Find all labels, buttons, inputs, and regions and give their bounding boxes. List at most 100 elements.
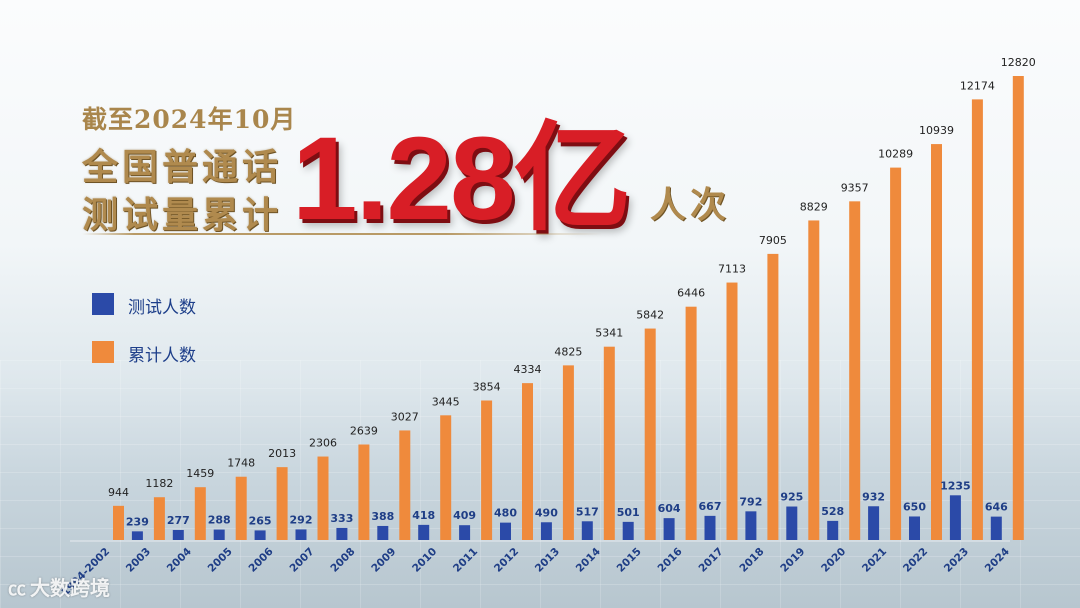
data-label-cumulative: 5341 xyxy=(595,327,623,340)
bar-test xyxy=(213,529,225,540)
data-label-test: 480 xyxy=(494,507,517,520)
bar-test xyxy=(459,525,471,540)
x-tick-label: 2008 xyxy=(328,546,357,575)
headline-line1: 全国普通话 xyxy=(82,146,283,188)
x-tick-label: 2014 xyxy=(574,546,603,575)
bar-test xyxy=(990,516,1002,540)
x-tick-label: 2022 xyxy=(901,546,930,575)
bar-cumulative xyxy=(153,497,165,540)
data-label-test: 409 xyxy=(453,509,476,522)
x-tick-label: 2015 xyxy=(615,546,644,575)
bar-cumulative xyxy=(644,328,656,540)
x-tick-label: 2005 xyxy=(206,546,235,575)
data-label-cumulative: 10289 xyxy=(878,148,913,161)
bar-test xyxy=(336,527,348,540)
bar-cumulative xyxy=(562,365,574,540)
x-tick-label: 2004 xyxy=(165,546,194,575)
bar-test xyxy=(786,506,798,540)
bar-test xyxy=(377,525,389,540)
data-label-test: 604 xyxy=(658,502,681,515)
bar-test xyxy=(581,521,593,540)
data-label-cumulative: 3854 xyxy=(473,381,501,394)
bar-test xyxy=(540,522,552,540)
x-tick-label: 2012 xyxy=(492,546,521,575)
x-tick-label: 2018 xyxy=(737,546,766,575)
bar-test xyxy=(909,516,920,540)
data-label-test: 501 xyxy=(617,506,640,519)
data-label-cumulative: 8829 xyxy=(800,200,828,213)
x-tick-label: 2016 xyxy=(656,546,685,575)
legend-label-cumulative: 累计人数 xyxy=(128,346,196,366)
bar-cumulative xyxy=(1012,76,1024,540)
x-tick-label: 2020 xyxy=(819,546,848,575)
x-tick-label: 2017 xyxy=(696,546,725,575)
data-label-test: 490 xyxy=(535,506,558,519)
x-tick-label: 2013 xyxy=(533,546,562,575)
bar-cumulative xyxy=(726,282,738,540)
bar-cumulative xyxy=(481,400,493,540)
bar-cumulative xyxy=(235,476,247,540)
x-tick-label: 2011 xyxy=(451,546,480,575)
data-label-test: 265 xyxy=(249,514,272,527)
data-label-test: 792 xyxy=(739,495,762,508)
data-label-test: 650 xyxy=(903,500,926,513)
data-label-test: 646 xyxy=(985,501,1008,514)
x-tick-label: 2007 xyxy=(287,546,316,575)
data-label-test: 388 xyxy=(371,510,394,523)
data-label-cumulative: 4334 xyxy=(514,363,542,376)
bar-test xyxy=(295,529,307,540)
data-label-cumulative: 7905 xyxy=(759,234,787,247)
bar-cumulative xyxy=(358,444,370,540)
logo-icon: ㏄ xyxy=(8,579,26,600)
bar-test xyxy=(745,511,757,540)
data-label-cumulative: 2306 xyxy=(309,437,337,450)
data-label-test: 333 xyxy=(330,512,353,525)
x-tick-label: 2019 xyxy=(778,546,807,575)
bar-test xyxy=(704,515,716,540)
data-label-test: 239 xyxy=(126,515,149,528)
data-label-cumulative: 3027 xyxy=(391,410,419,423)
headline-subtitle: 截至2024年10月 xyxy=(82,105,297,134)
data-label-cumulative: 1459 xyxy=(186,467,214,480)
data-label-test: 925 xyxy=(780,491,803,504)
data-label-test: 528 xyxy=(821,505,844,518)
data-label-cumulative: 2013 xyxy=(268,447,296,460)
bar-test xyxy=(949,495,961,540)
bar-test xyxy=(418,524,430,540)
bar-cumulative xyxy=(399,430,411,540)
bar-test xyxy=(131,531,143,540)
bar-cumulative xyxy=(194,487,206,540)
headline-unit: 人次 xyxy=(650,184,731,226)
bar-test xyxy=(622,521,634,540)
data-label-test: 292 xyxy=(290,513,313,526)
data-label-test: 1235 xyxy=(940,479,971,492)
data-label-test: 418 xyxy=(412,509,435,522)
bar-test xyxy=(172,529,184,540)
data-label-cumulative: 2639 xyxy=(350,424,378,437)
bar-test xyxy=(254,530,266,540)
data-label-cumulative: 4825 xyxy=(554,345,582,358)
bar-test xyxy=(663,518,675,540)
x-tick-label: 2021 xyxy=(860,546,889,575)
bar-cumulative xyxy=(890,167,902,540)
data-label-cumulative: 1748 xyxy=(227,457,255,470)
bar-cumulative xyxy=(522,383,533,540)
legend-swatch-cumulative xyxy=(92,341,114,363)
data-label-test: 277 xyxy=(167,514,190,527)
bar-cumulative xyxy=(603,346,615,540)
x-tick-label: 2009 xyxy=(369,546,398,575)
data-label-cumulative: 12174 xyxy=(960,79,995,92)
headline-divider xyxy=(82,233,602,235)
x-tick-label: 2010 xyxy=(410,546,439,575)
bar-test xyxy=(827,520,839,540)
data-label-test: 288 xyxy=(208,514,231,527)
headline-big-number: 1.28亿 xyxy=(292,113,632,245)
data-label-test: 517 xyxy=(576,505,599,518)
bar-cumulative xyxy=(849,201,861,541)
legend-label-test: 测试人数 xyxy=(128,298,196,318)
headline-line2: 测试量累计 xyxy=(82,194,283,236)
legend-swatch-test xyxy=(92,293,114,315)
bar-cumulative xyxy=(971,99,983,540)
